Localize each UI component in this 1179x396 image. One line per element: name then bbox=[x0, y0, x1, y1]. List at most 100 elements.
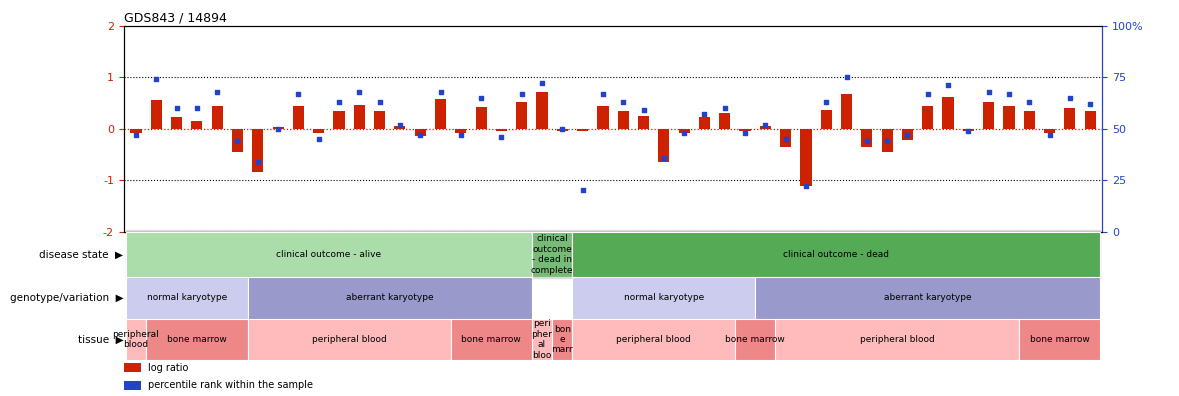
Point bbox=[716, 105, 735, 111]
Text: clinical outcome - dead: clinical outcome - dead bbox=[783, 250, 889, 259]
Text: clinical outcome - alive: clinical outcome - alive bbox=[276, 250, 382, 259]
Bar bbox=[821, 110, 832, 129]
Point bbox=[410, 132, 429, 138]
Bar bbox=[496, 129, 507, 131]
Point bbox=[350, 88, 369, 95]
Bar bbox=[124, 381, 141, 390]
Point bbox=[472, 95, 490, 101]
Text: peripheral
blood: peripheral blood bbox=[113, 330, 159, 349]
Bar bbox=[556, 129, 568, 131]
Bar bbox=[922, 105, 934, 129]
Bar bbox=[272, 127, 284, 129]
Bar bbox=[334, 110, 344, 129]
Bar bbox=[415, 129, 426, 136]
Point bbox=[249, 158, 268, 165]
Bar bbox=[942, 97, 954, 129]
Bar bbox=[450, 319, 532, 360]
Bar bbox=[1065, 108, 1075, 129]
Bar bbox=[314, 129, 324, 133]
Point bbox=[167, 105, 186, 111]
Point bbox=[776, 136, 795, 142]
Text: GDS843 / 14894: GDS843 / 14894 bbox=[124, 11, 226, 25]
Bar bbox=[1003, 105, 1015, 129]
Bar bbox=[374, 110, 386, 129]
Bar bbox=[191, 121, 203, 129]
Bar bbox=[679, 129, 690, 133]
Point bbox=[1020, 99, 1039, 105]
Point bbox=[533, 80, 552, 87]
Point bbox=[269, 126, 288, 132]
Bar bbox=[252, 129, 263, 173]
Point bbox=[980, 88, 999, 95]
Text: normal karyotype: normal karyotype bbox=[146, 293, 226, 303]
Bar bbox=[532, 319, 552, 360]
Bar bbox=[354, 105, 364, 129]
Bar bbox=[552, 319, 573, 360]
Bar bbox=[739, 129, 751, 131]
Point bbox=[573, 187, 592, 194]
Point bbox=[654, 154, 673, 161]
Point bbox=[1060, 95, 1079, 101]
Text: bone marrow: bone marrow bbox=[167, 335, 226, 344]
Text: disease state  ▶: disease state ▶ bbox=[39, 249, 124, 259]
Bar bbox=[1043, 129, 1055, 133]
Point bbox=[634, 107, 653, 113]
Bar bbox=[618, 110, 628, 129]
Bar bbox=[801, 129, 811, 187]
Bar bbox=[394, 126, 406, 129]
Text: peri
pher
al
bloo: peri pher al bloo bbox=[532, 320, 553, 360]
Text: peripheral blood: peripheral blood bbox=[617, 335, 691, 344]
Point bbox=[187, 105, 206, 111]
Bar bbox=[719, 113, 730, 129]
Bar bbox=[573, 277, 756, 319]
Point bbox=[553, 126, 572, 132]
Bar bbox=[248, 319, 450, 360]
Bar bbox=[124, 363, 141, 372]
Text: peripheral blood: peripheral blood bbox=[311, 335, 387, 344]
Text: bone marrow: bone marrow bbox=[725, 335, 785, 344]
Bar bbox=[131, 129, 141, 133]
Bar bbox=[573, 232, 1100, 277]
Point bbox=[918, 91, 937, 97]
Text: tissue  ▶: tissue ▶ bbox=[78, 335, 124, 345]
Bar bbox=[759, 126, 771, 129]
Point bbox=[898, 132, 917, 138]
Point bbox=[228, 138, 246, 144]
Bar bbox=[841, 94, 852, 129]
Bar bbox=[232, 129, 243, 152]
Bar bbox=[699, 117, 710, 129]
Point bbox=[1040, 132, 1059, 138]
Bar bbox=[532, 232, 573, 277]
Point bbox=[756, 122, 775, 128]
Point bbox=[938, 82, 957, 89]
Point bbox=[614, 99, 633, 105]
Bar bbox=[146, 319, 248, 360]
Point bbox=[126, 132, 145, 138]
Bar bbox=[882, 129, 893, 152]
Bar bbox=[475, 107, 487, 129]
Bar bbox=[292, 105, 304, 129]
Point bbox=[309, 136, 328, 142]
Bar bbox=[126, 277, 248, 319]
Bar bbox=[248, 277, 532, 319]
Bar bbox=[735, 319, 776, 360]
Bar bbox=[455, 129, 467, 133]
Text: bone marrow: bone marrow bbox=[1029, 335, 1089, 344]
Text: bon
e
marr: bon e marr bbox=[552, 325, 573, 354]
Point bbox=[797, 183, 816, 190]
Bar bbox=[1019, 319, 1100, 360]
Point bbox=[817, 99, 836, 105]
Bar bbox=[776, 319, 1019, 360]
Bar bbox=[862, 129, 872, 147]
Bar bbox=[126, 319, 146, 360]
Text: normal karyotype: normal karyotype bbox=[624, 293, 704, 303]
Point bbox=[837, 74, 856, 80]
Point bbox=[513, 91, 532, 97]
Text: percentile rank within the sample: percentile rank within the sample bbox=[149, 380, 314, 390]
Bar bbox=[536, 91, 547, 129]
Point bbox=[208, 88, 226, 95]
Point bbox=[857, 138, 876, 144]
Point bbox=[736, 129, 755, 136]
Bar bbox=[780, 129, 791, 147]
Point bbox=[1081, 101, 1100, 107]
